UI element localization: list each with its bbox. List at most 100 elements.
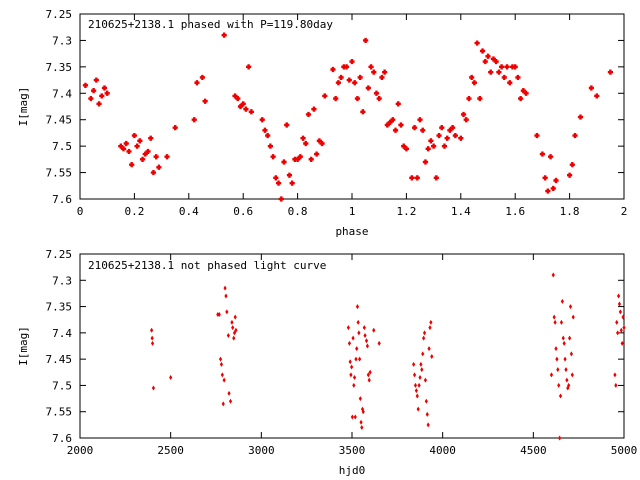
data-point [352, 375, 357, 381]
data-point [150, 169, 157, 176]
data-point [377, 340, 381, 346]
data-point [368, 64, 374, 70]
data-point [387, 119, 393, 125]
data-point [558, 435, 562, 441]
data-point [422, 330, 427, 336]
data-point [360, 424, 364, 430]
data-point [431, 143, 437, 149]
x-tick-label: 0.4 [179, 205, 199, 218]
data-point [343, 64, 350, 70]
data-point [534, 132, 540, 139]
data-point [371, 69, 377, 75]
data-point [314, 151, 320, 157]
data-point [613, 372, 617, 378]
data-point [368, 369, 372, 375]
data-point [422, 159, 429, 165]
data-point [450, 125, 456, 131]
data-point [618, 309, 622, 315]
chart-title: 210625+2138.1 phased with P=119.80day [88, 18, 333, 31]
data-point [150, 335, 154, 341]
data-point [401, 143, 407, 149]
y-tick-label: 7.25 [46, 8, 73, 21]
data-point [137, 138, 143, 144]
data-point [398, 122, 404, 128]
y-tick-label: 7.45 [46, 114, 73, 127]
data-point [545, 188, 551, 194]
data-point [227, 390, 231, 396]
data-point [349, 58, 355, 65]
y-tick-label: 7.3 [52, 34, 72, 47]
data-point [553, 319, 557, 325]
data-point [142, 151, 148, 157]
data-point [316, 138, 322, 144]
data-point [297, 154, 303, 160]
data-point [281, 159, 287, 165]
data-point [569, 162, 575, 168]
data-point [403, 146, 409, 152]
data-point [411, 125, 418, 131]
data-point [447, 127, 453, 133]
data-point [96, 101, 102, 107]
data-point [617, 301, 622, 307]
data-point [91, 88, 97, 94]
data-point [547, 154, 554, 160]
data-point [360, 109, 366, 115]
data-point [384, 122, 390, 128]
data-point [169, 375, 173, 381]
data-point [123, 140, 129, 147]
data-point [382, 69, 388, 75]
data-point [319, 140, 325, 147]
data-point [542, 175, 548, 181]
data-point [358, 396, 362, 402]
plot-frame [79, 253, 625, 439]
data-point [359, 419, 363, 425]
data-point [311, 106, 317, 112]
data-point [354, 356, 358, 362]
data-point [428, 138, 434, 144]
data-point [300, 135, 306, 141]
x-axis-label: phase [335, 225, 368, 238]
data-point [376, 95, 382, 102]
data-point [620, 340, 624, 346]
chart-title: 210625+2138.1 not phased light curve [88, 259, 326, 272]
data-point [262, 127, 268, 133]
data-point [490, 56, 497, 62]
data-point [232, 335, 236, 341]
x-tick-label: 3000 [248, 444, 275, 457]
data-point [270, 154, 276, 160]
data-point [466, 95, 472, 102]
x-tick-label: 0.2 [124, 205, 144, 218]
data-point [567, 382, 571, 388]
data-point [607, 69, 613, 75]
data-point [150, 327, 154, 333]
data-point [496, 69, 502, 75]
data-point [507, 80, 513, 86]
data-point [463, 117, 469, 123]
data-point [570, 372, 574, 378]
y-tick-label: 7.45 [46, 353, 73, 366]
data-point [367, 377, 371, 383]
data-point [221, 401, 225, 407]
data-point [225, 309, 229, 315]
x-tick-label: 2 [621, 205, 628, 218]
data-point [303, 140, 309, 147]
data-point [357, 74, 363, 81]
data-point [420, 367, 424, 373]
data-point [425, 411, 429, 417]
data-point [428, 325, 432, 331]
data-point [202, 98, 208, 104]
data-point [572, 132, 578, 139]
data-point [364, 338, 369, 344]
data-point [551, 272, 555, 278]
x-tick-label: 4000 [429, 444, 456, 457]
data-point [555, 356, 559, 362]
data-point [412, 361, 416, 367]
data-point [621, 314, 625, 320]
y-axis-label: I[mag] [17, 87, 30, 127]
data-point [560, 298, 564, 304]
data-point [118, 143, 124, 149]
data-point [414, 175, 420, 181]
data-point [485, 53, 491, 59]
data-point [273, 175, 279, 181]
